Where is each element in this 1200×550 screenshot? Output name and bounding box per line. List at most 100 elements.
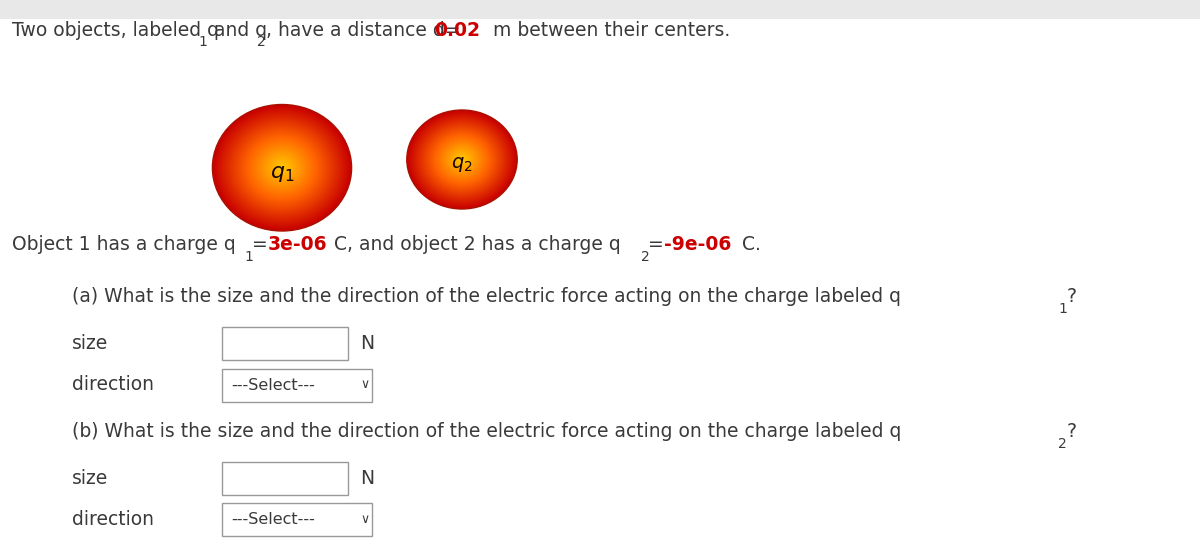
Ellipse shape [428,130,496,189]
Ellipse shape [432,132,492,187]
Ellipse shape [233,124,331,212]
Text: 2: 2 [641,250,649,264]
Text: C.: C. [736,235,761,254]
Ellipse shape [427,128,497,191]
Ellipse shape [232,123,332,213]
Text: ---Select---: ---Select--- [232,512,316,527]
Text: 3e-06: 3e-06 [268,235,328,254]
Ellipse shape [229,119,335,216]
Ellipse shape [245,134,319,201]
Ellipse shape [271,158,293,177]
FancyBboxPatch shape [222,462,348,495]
Ellipse shape [256,144,308,192]
Ellipse shape [236,126,328,209]
Text: N: N [360,469,374,488]
Ellipse shape [425,126,499,192]
Text: 1: 1 [245,250,253,264]
Ellipse shape [419,121,505,199]
Ellipse shape [448,146,476,173]
Ellipse shape [434,135,490,184]
Ellipse shape [426,127,498,192]
Ellipse shape [414,117,510,202]
Ellipse shape [450,148,474,170]
Ellipse shape [440,140,484,178]
Ellipse shape [260,148,304,188]
Ellipse shape [269,156,295,179]
Ellipse shape [415,117,509,201]
Ellipse shape [443,142,481,177]
Ellipse shape [278,164,286,171]
Ellipse shape [234,124,330,211]
Ellipse shape [410,113,514,206]
Ellipse shape [413,116,511,204]
Ellipse shape [216,108,348,228]
Ellipse shape [252,140,312,195]
Ellipse shape [407,110,517,209]
Ellipse shape [442,141,482,178]
Ellipse shape [272,160,292,176]
Ellipse shape [254,142,310,193]
Ellipse shape [421,123,504,197]
Ellipse shape [262,148,302,187]
Ellipse shape [253,141,311,194]
Ellipse shape [416,118,508,201]
Ellipse shape [277,163,287,172]
Text: ---Select---: ---Select--- [232,377,316,393]
Text: size: size [72,334,108,353]
Ellipse shape [251,139,313,196]
Ellipse shape [220,111,344,224]
Ellipse shape [438,138,486,181]
Ellipse shape [221,112,343,224]
Ellipse shape [250,138,314,197]
Ellipse shape [445,145,479,174]
Ellipse shape [422,124,502,195]
Ellipse shape [228,118,336,217]
Ellipse shape [444,144,480,175]
Ellipse shape [280,166,284,170]
Ellipse shape [449,147,475,172]
Ellipse shape [416,119,508,200]
Text: 1: 1 [199,35,208,50]
Ellipse shape [265,153,299,183]
Ellipse shape [239,129,325,207]
Ellipse shape [454,152,470,167]
Ellipse shape [258,146,306,190]
Ellipse shape [268,155,296,180]
Text: Object 1 has a charge q: Object 1 has a charge q [12,235,235,254]
Ellipse shape [436,135,488,184]
Ellipse shape [425,126,499,194]
Ellipse shape [263,150,301,186]
Ellipse shape [439,139,485,180]
Ellipse shape [412,114,512,205]
Ellipse shape [214,106,350,230]
Ellipse shape [446,145,478,174]
Ellipse shape [257,145,307,191]
Ellipse shape [428,129,496,190]
FancyBboxPatch shape [222,368,372,402]
Text: $q_1$: $q_1$ [270,162,294,184]
Text: -9e-06: -9e-06 [664,235,731,254]
Ellipse shape [418,120,506,199]
Ellipse shape [455,153,469,166]
Ellipse shape [265,152,300,184]
Ellipse shape [230,122,334,214]
Ellipse shape [461,158,463,161]
Text: ?: ? [1067,422,1076,441]
Ellipse shape [430,131,494,188]
Text: and q: and q [208,21,266,40]
Ellipse shape [240,130,324,206]
Text: Two objects, labeled q: Two objects, labeled q [12,21,220,40]
Ellipse shape [440,140,484,179]
Text: m between their centers.: m between their centers. [487,21,731,40]
Ellipse shape [235,125,329,210]
Text: (b) What is the size and the direction of the electric force acting on the charg: (b) What is the size and the direction o… [72,422,901,441]
Ellipse shape [242,132,322,204]
Ellipse shape [420,122,504,197]
Ellipse shape [241,131,323,205]
Ellipse shape [227,117,337,218]
Ellipse shape [222,113,342,223]
Ellipse shape [452,151,472,168]
Text: =: = [252,235,268,254]
Ellipse shape [238,128,326,208]
Ellipse shape [460,157,464,162]
